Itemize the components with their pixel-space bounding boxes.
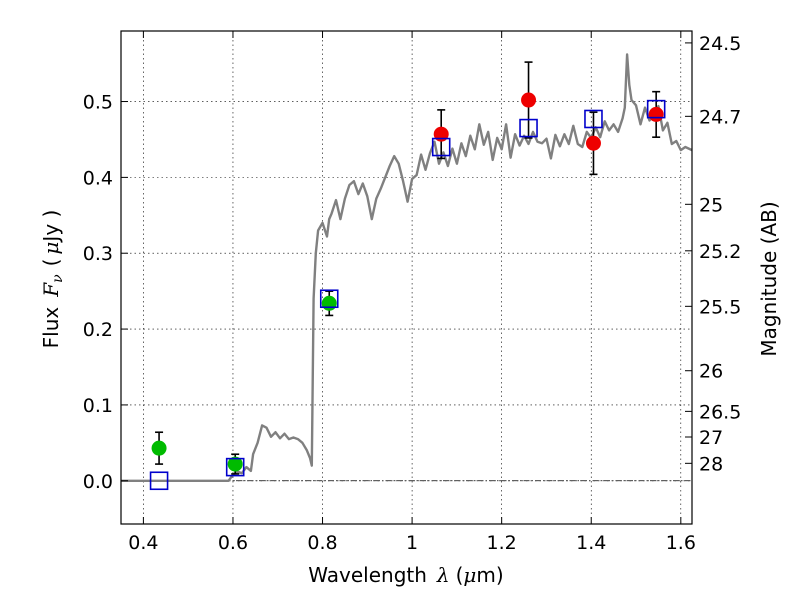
model-flux-square xyxy=(584,109,603,129)
y-tick-label: 0.1 xyxy=(83,395,113,417)
photometry-point xyxy=(321,295,337,311)
y-tick-label: 0.5 xyxy=(83,92,113,114)
x-tick-label: 0.4 xyxy=(128,532,158,554)
model-flux-square xyxy=(431,137,451,157)
data-markers xyxy=(149,92,666,491)
right-tick-label: 25 xyxy=(699,194,723,216)
right-tick-label: 26.5 xyxy=(699,401,741,423)
x-tick-label: 0.6 xyxy=(218,532,248,554)
x-tick-label: 1.6 xyxy=(666,532,696,554)
model-flux-square xyxy=(519,118,538,138)
x-tick-label: 1 xyxy=(406,532,418,554)
plot-frame xyxy=(120,30,693,525)
x-tick-label: 1.2 xyxy=(487,532,517,554)
photometry-point xyxy=(227,456,243,472)
right-tick-label: 27 xyxy=(699,427,723,449)
x-tick-label: 1.4 xyxy=(576,532,606,554)
spectrum-line xyxy=(121,53,693,482)
y-tick-label: 0.2 xyxy=(83,319,113,341)
right-tick-label: 24.7 xyxy=(699,106,741,128)
y-tick-label: 0.0 xyxy=(83,471,113,493)
right-tick-label: 25.5 xyxy=(699,296,741,318)
x-tick-label: 0.8 xyxy=(307,532,337,554)
axis-ticks xyxy=(121,31,692,524)
right-tick-label: 25.2 xyxy=(699,241,741,263)
photometry-point xyxy=(521,92,537,108)
y-tick-label: 0.4 xyxy=(83,167,113,189)
y-tick-label: 0.3 xyxy=(83,243,113,265)
photometry-point xyxy=(648,106,664,122)
model-flux-square xyxy=(225,457,245,477)
photometry-point xyxy=(151,440,167,456)
photometry-point xyxy=(433,126,449,142)
tick-labels: 0.4 0.6 0.8 1 1.2 1.4 1.6 0.0 0.1 0.2 0.3 0.4 0.5 24.… xyxy=(83,33,742,554)
right-tick-label: 24.5 xyxy=(699,33,741,55)
y-axis-title: FluxFν(μJy ) xyxy=(39,210,66,349)
grid xyxy=(121,31,692,524)
right-axis-title: Magnitude (AB) xyxy=(757,201,781,356)
model-flux-square xyxy=(149,471,169,491)
right-tick-label: 28 xyxy=(699,453,723,475)
model-flux-square xyxy=(646,99,666,119)
x-axis-title: Wavelength λ (μm) xyxy=(308,563,503,587)
photometry-point xyxy=(585,135,601,151)
template-spectrum xyxy=(121,53,693,482)
model-flux-square xyxy=(319,289,339,309)
right-tick-label: 26 xyxy=(699,361,723,383)
